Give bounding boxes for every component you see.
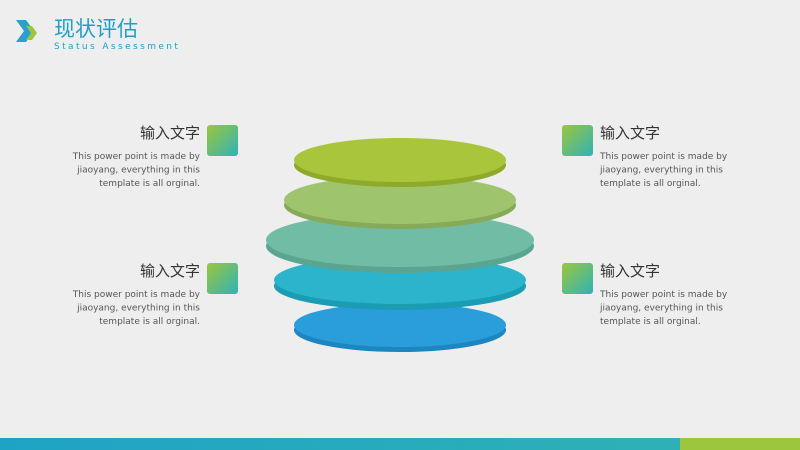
item-title: 输入文字 xyxy=(140,262,200,280)
icon xyxy=(562,125,593,156)
item-text: template is all orginal. xyxy=(600,179,701,189)
logo xyxy=(16,20,37,42)
item-text: template is all orginal. xyxy=(99,317,200,327)
item-text: jiaoyang, everything in this xyxy=(76,166,200,176)
subtitle: Status Assessment xyxy=(54,42,180,52)
item-text: template is all orginal. xyxy=(99,179,200,189)
item-title: 输入文字 xyxy=(600,124,660,142)
item-text: template is all orginal. xyxy=(600,317,701,327)
item-text: This power point is made by xyxy=(72,152,201,162)
icon xyxy=(207,263,238,294)
footer-bar xyxy=(0,438,800,450)
item-title: 输入文字 xyxy=(600,262,660,280)
item-text: This power point is made by xyxy=(72,290,201,300)
item-text: jiaoyang, everything in this xyxy=(599,304,723,314)
icon xyxy=(207,125,238,156)
item-text: jiaoyang, everything in this xyxy=(76,304,200,314)
item-title: 输入文字 xyxy=(140,124,200,142)
icon xyxy=(562,263,593,294)
title: 现状评估 xyxy=(54,17,138,41)
item-text: jiaoyang, everything in this xyxy=(599,166,723,176)
item-text: This power point is made by xyxy=(599,290,728,300)
stack xyxy=(266,138,534,352)
item-text: This power point is made by xyxy=(599,152,728,162)
